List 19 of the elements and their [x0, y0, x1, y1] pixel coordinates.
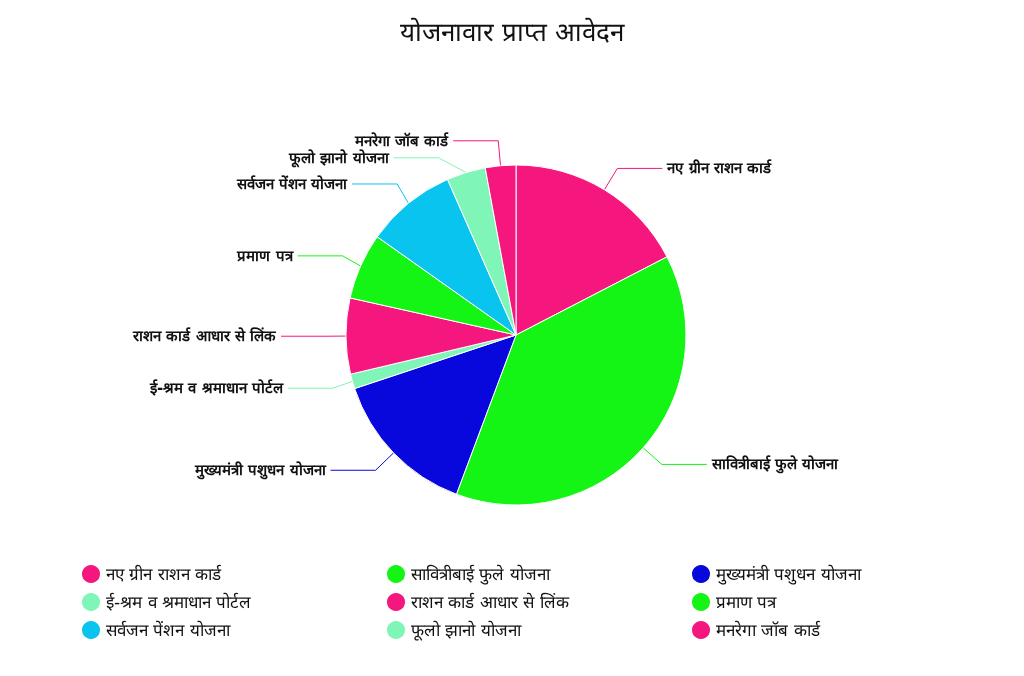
slice-label: सावित्रीबाई फुले योजना [710, 455, 840, 475]
legend-label: मुख्यमंत्री पशुधन योजना [716, 564, 862, 585]
slice-label: ई-श्रम व श्रमाधान पोर्टल [148, 379, 284, 398]
slice-label: मुख्यमंत्री पशुधन योजना [194, 461, 327, 481]
legend-label: सर्वजन पेंशन योजना [106, 620, 231, 640]
slice-label: मनरेगा जॉब कार्ड [353, 131, 450, 150]
legend-label: मनरेगा जॉब कार्ड [716, 620, 821, 640]
slice-label: प्रमाण पत्र [236, 246, 294, 265]
slice-label: नए ग्रीन राशन कार्ड [666, 159, 773, 178]
legend-label: प्रमाण पत्र [716, 592, 778, 612]
legend-label: सावित्रीबाई फुले योजना [411, 564, 551, 585]
legend-label: ई-श्रम व श्रमाधान पोर्टल [106, 592, 252, 612]
slice-label: सर्वजन पेंशन योजना [235, 174, 349, 193]
slice-label: राशन कार्ड आधार से लिंक [132, 327, 277, 346]
chart-title: योजनावार प्राप्त आवेदन [399, 17, 626, 47]
legend-label: फूलो झानो योजना [411, 620, 522, 641]
legend-label: राशन कार्ड आधार से लिंक [411, 592, 570, 612]
slice-label: फूलो झानो योजना [288, 148, 390, 168]
legend-label: नए ग्रीन राशन कार्ड [106, 564, 223, 584]
